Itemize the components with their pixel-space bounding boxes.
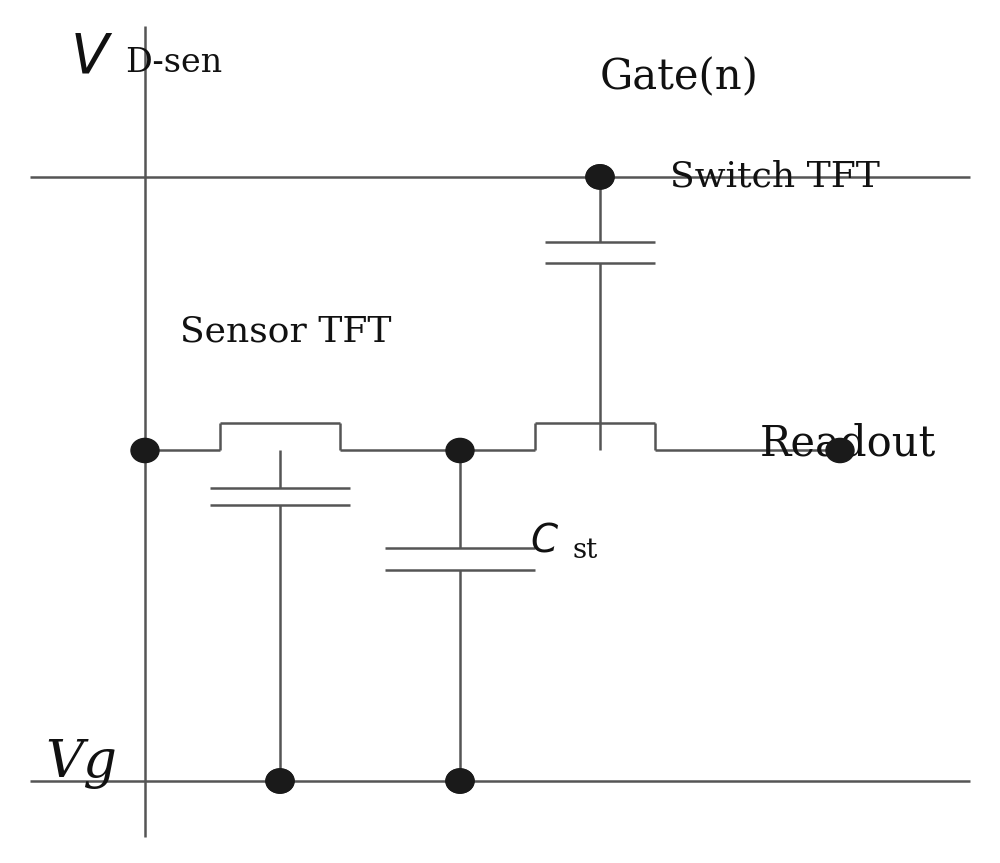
Circle shape (826, 438, 854, 463)
Circle shape (446, 769, 474, 793)
Circle shape (586, 165, 614, 189)
Text: Switch TFT: Switch TFT (670, 160, 880, 193)
Text: Sensor TFT: Sensor TFT (180, 315, 392, 349)
Circle shape (586, 165, 614, 189)
Text: Vg: Vg (45, 738, 117, 789)
Circle shape (266, 769, 294, 793)
Circle shape (446, 438, 474, 463)
Text: st: st (572, 537, 597, 564)
Circle shape (131, 438, 159, 463)
Text: $C$: $C$ (530, 522, 559, 559)
Text: D-sen: D-sen (125, 47, 222, 79)
Text: Gate(n): Gate(n) (600, 56, 759, 98)
Circle shape (446, 769, 474, 793)
Circle shape (266, 769, 294, 793)
Text: Readout: Readout (760, 423, 936, 465)
Text: $V$: $V$ (70, 30, 113, 85)
